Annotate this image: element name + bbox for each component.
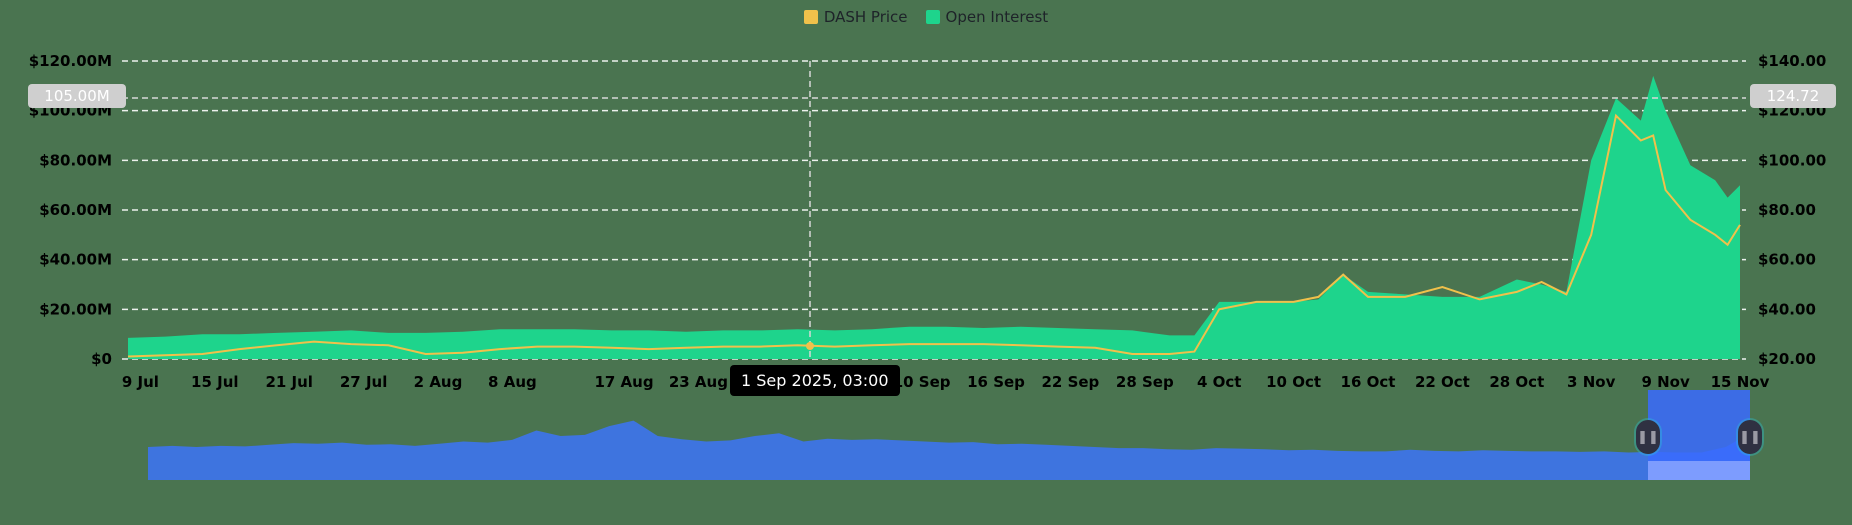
legend-item-open-interest[interactable]: Open Interest [925, 8, 1049, 26]
y-left-tick: $0 [91, 350, 112, 368]
y-left-tick: $60.00M [39, 201, 112, 219]
x-tick: 28 Sep [1116, 373, 1174, 391]
x-axis: 9 Jul 15 Jul 21 Jul 27 Jul 2 Aug 8 Aug 17 Aug 2… [122, 373, 1770, 391]
x-tick: 15 Nov [1711, 373, 1770, 391]
grip-icon: ❚❚ [1637, 429, 1659, 445]
open-interest-area [128, 75, 1740, 360]
x-tick: 10 Oct [1266, 373, 1321, 391]
x-tick: 8 Aug [488, 373, 537, 391]
y-right-tick: $80.00 [1758, 201, 1816, 219]
crosshair-date-tooltip: 1 Sep 2025, 03:00 [730, 365, 900, 396]
chart-legend: DASH Price Open Interest [0, 8, 1852, 26]
y-right-tick: $100.00 [1758, 151, 1826, 169]
x-tick: 22 Sep [1041, 373, 1099, 391]
crosshair-point-marker [806, 342, 814, 350]
grip-icon: ❚❚ [1739, 429, 1761, 445]
x-tick: 3 Nov [1567, 373, 1616, 391]
y-right-tick: $140.00 [1758, 52, 1826, 70]
x-tick: 15 Jul [191, 373, 239, 391]
x-tick: 9 Nov [1641, 373, 1690, 391]
x-tick: 16 Sep [967, 373, 1025, 391]
x-tick: 16 Oct [1341, 373, 1396, 391]
y-right-tick: $60.00 [1758, 251, 1816, 269]
x-tick: 21 Jul [265, 373, 313, 391]
x-tick: 4 Oct [1197, 373, 1241, 391]
y-right-tick: $20.00 [1758, 350, 1816, 368]
crosshair-right-axis-badge: 124.72 [1750, 84, 1836, 108]
y-axis-right: $20.00$40.00$60.00$80.00$100.00$120.00$1… [1758, 52, 1826, 368]
legend-label-dash-price: DASH Price [823, 8, 908, 26]
x-tick: 23 Aug [669, 373, 728, 391]
open-interest-swatch-icon [925, 10, 940, 24]
x-tick: 2 Aug [414, 373, 463, 391]
dash-price-swatch-icon [803, 10, 818, 24]
x-tick: 22 Oct [1415, 373, 1470, 391]
y-left-tick: $40.00M [39, 251, 112, 269]
y-left-tick: $80.00M [39, 151, 112, 169]
navigator-overview[interactable] [125, 390, 1750, 480]
dash-price-line [127, 113, 1741, 358]
y-right-tick: $40.00 [1758, 300, 1816, 318]
legend-label-open-interest: Open Interest [945, 8, 1049, 26]
navigator-right-handle[interactable]: ❚❚ [1738, 420, 1762, 454]
x-tick: 17 Aug [594, 373, 653, 391]
y-left-tick: $20.00M [39, 300, 112, 318]
x-tick: 28 Oct [1489, 373, 1544, 391]
x-tick: 9 Jul [122, 373, 159, 391]
crosshair-left-axis-badge: 105.00M [28, 84, 126, 108]
x-tick: 27 Jul [340, 373, 388, 391]
navigator-selection-series [1648, 461, 1750, 480]
navigator-left-handle[interactable]: ❚❚ [1636, 420, 1660, 454]
legend-item-dash-price[interactable]: DASH Price [803, 8, 908, 26]
y-left-tick: $120.00M [29, 52, 112, 70]
navigator-area [125, 420, 1750, 480]
x-tick: 10 Sep [893, 373, 951, 391]
